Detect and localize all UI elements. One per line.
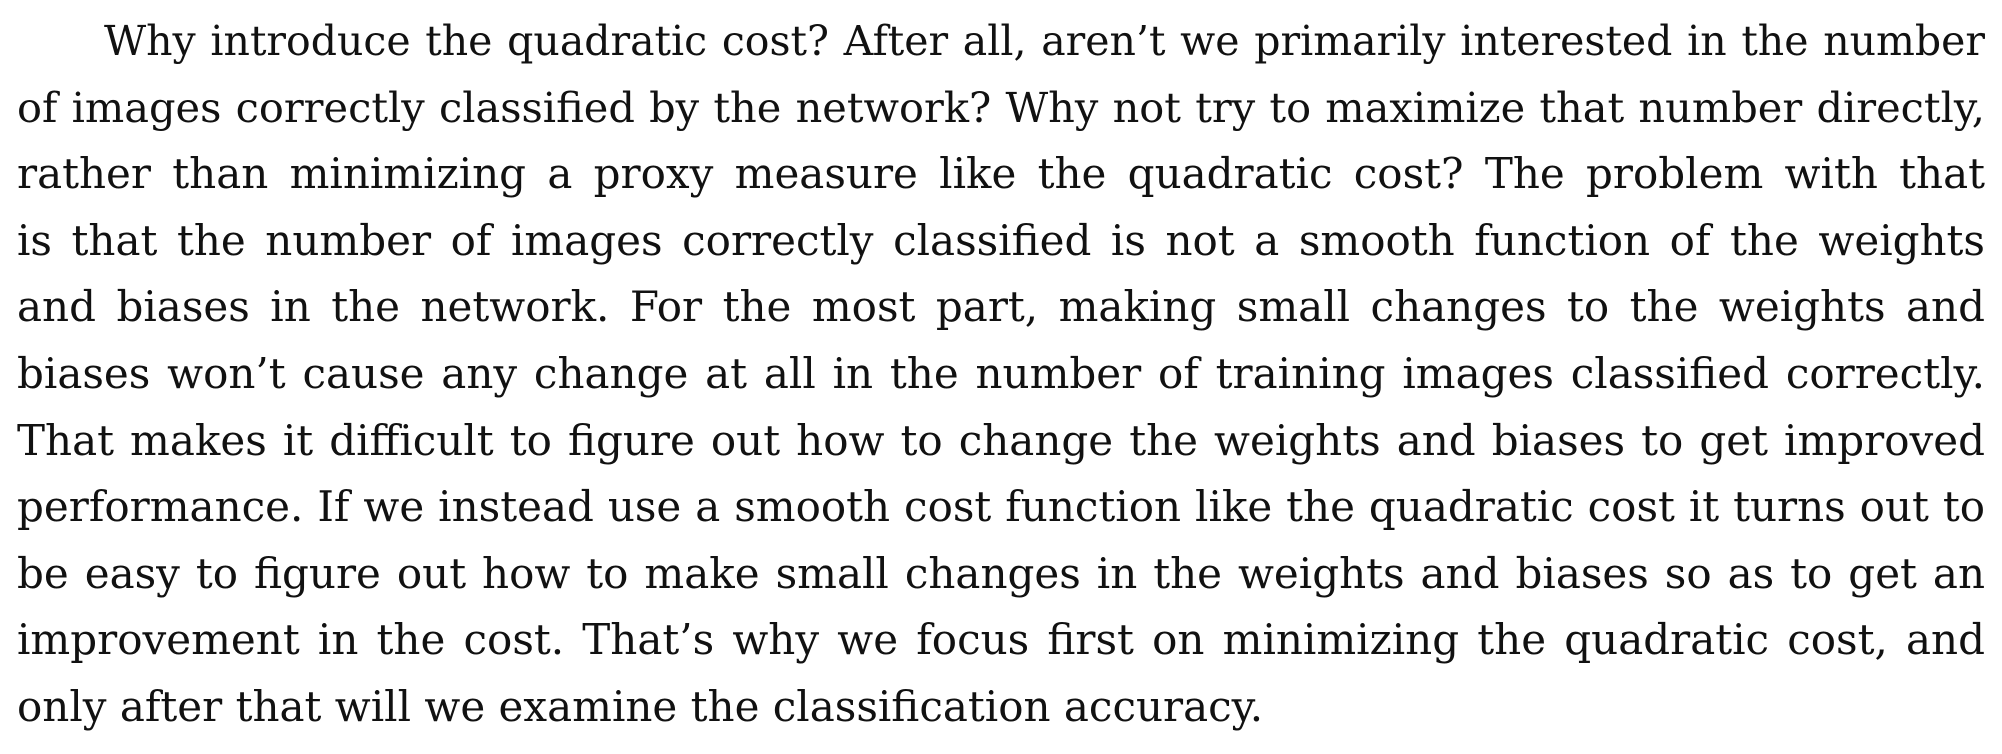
paragraph-line-1: Why introduce the quadratic cost? After … <box>104 17 1985 65</box>
paragraph-line-10: improvement in the cost. That’s why we f… <box>17 615 1985 665</box>
paragraph-line-9: be easy to figure out how to make small … <box>17 548 1985 598</box>
paragraph-line-2: of images correctly classified by the ne… <box>17 82 1985 132</box>
document-body: Why introduce the quadratic cost? After … <box>17 8 1985 741</box>
paragraph-line-7: That makes it difficult to figure out ho… <box>17 415 1985 465</box>
paragraph-line-11: only after that will we examine the clas… <box>17 681 1264 731</box>
paragraph-line-4: is that the number of images correctly c… <box>17 215 1985 265</box>
paragraph-line-8: performance. If we instead use a smooth … <box>17 482 1985 532</box>
paragraph-line-3: rather than minimizing a proxy measure l… <box>17 149 1985 199</box>
paragraph-line-5: and biases in the network. For the most … <box>17 282 1985 332</box>
paragraph-line-6: biases won’t cause any change at all in … <box>17 348 1985 398</box>
